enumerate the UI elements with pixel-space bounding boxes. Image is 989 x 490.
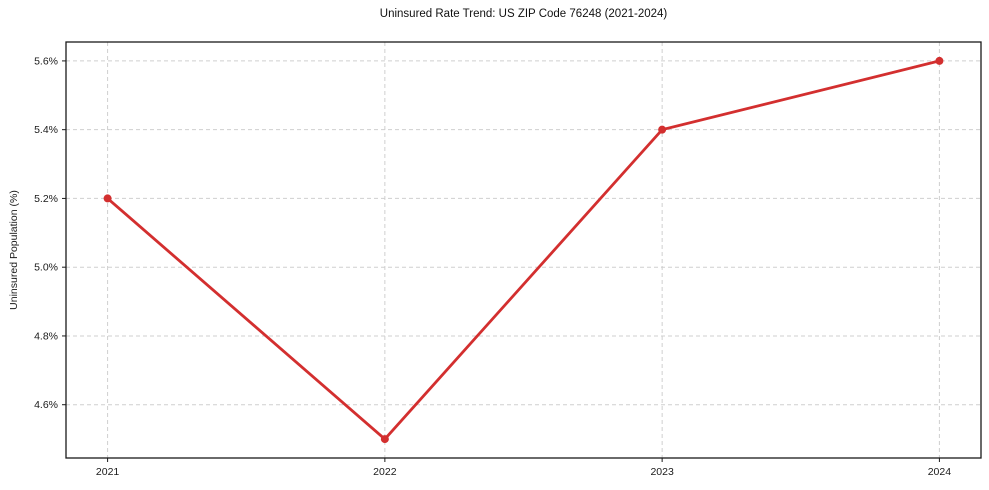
chart-title: Uninsured Rate Trend: US ZIP Code 76248 … <box>379 8 668 20</box>
data-point-marker <box>935 56 944 65</box>
x-tick-label: 2024 <box>928 466 952 478</box>
y-tick-label: 5.0% <box>34 262 58 274</box>
plot-border <box>65 41 982 459</box>
y-tick-label: 5.2% <box>34 193 58 205</box>
y-tick-label: 5.4% <box>34 124 58 136</box>
y-tick-label: 4.6% <box>34 399 58 411</box>
data-point-marker <box>103 194 112 203</box>
x-tick-label: 2023 <box>650 466 674 478</box>
y-tick-label: 4.8% <box>34 330 58 342</box>
x-tick-label: 2021 <box>96 466 120 478</box>
x-tick-label: 2022 <box>373 466 397 478</box>
trend-line <box>106 59 941 441</box>
data-point-marker <box>380 435 389 444</box>
y-tick-label: 5.6% <box>34 55 58 67</box>
data-point-marker <box>658 125 667 134</box>
